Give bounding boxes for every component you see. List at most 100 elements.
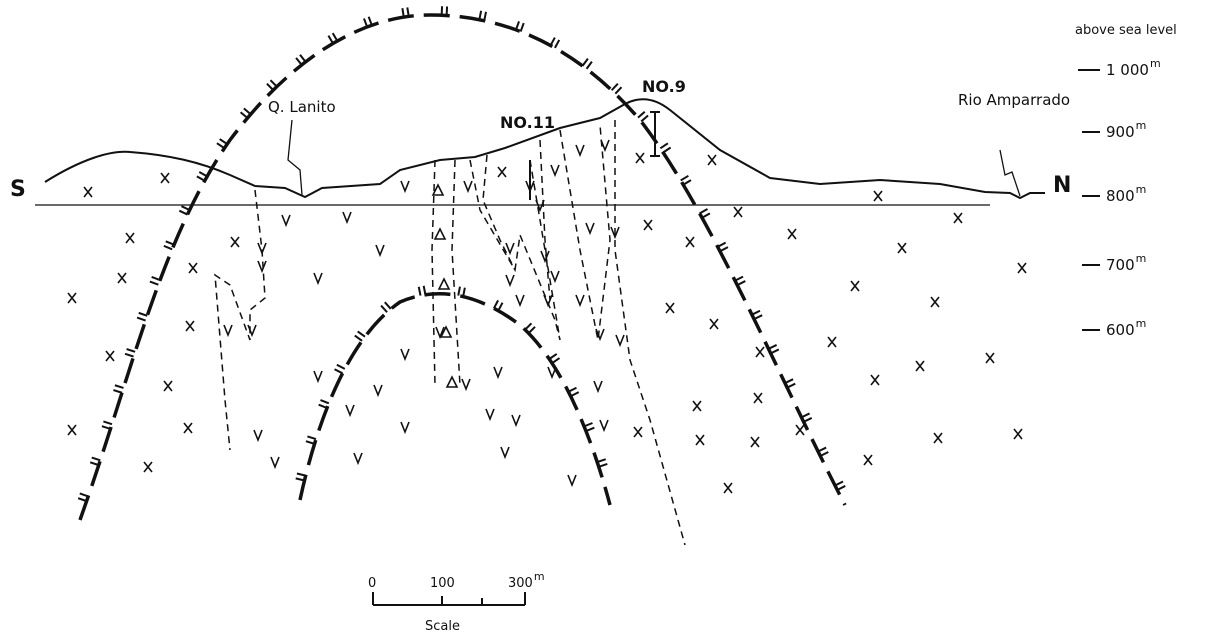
hachure: [599, 464, 608, 467]
hachure: [297, 474, 306, 476]
hachure: [307, 436, 316, 439]
volcanic-symbol: [282, 215, 290, 225]
hachure: [90, 462, 99, 465]
linework: [35, 15, 1100, 605]
hachure: [638, 112, 645, 118]
volcanic-symbol: [576, 295, 584, 305]
hachure: [424, 286, 426, 295]
elevation-unit: m: [1136, 252, 1147, 265]
volcanic-symbol: [516, 295, 524, 305]
granite-symbol: [634, 427, 642, 437]
end-label: N: [1053, 173, 1071, 198]
hachure: [521, 23, 524, 31]
hachure: [769, 345, 777, 349]
scale-title: Scale: [425, 619, 460, 634]
granite-symbol: [986, 353, 994, 363]
hachure: [125, 354, 134, 357]
hachure: [584, 423, 592, 426]
hachure: [681, 176, 689, 181]
granite-symbol: [68, 425, 76, 435]
scale-label: 100: [430, 576, 455, 591]
granite-symbol: [164, 381, 172, 391]
granite-symbol: [734, 207, 742, 217]
volcanic-symbol: [346, 405, 354, 415]
hachure: [103, 421, 112, 424]
granite-symbol: [864, 455, 872, 465]
volcanic-symbol: [343, 212, 351, 222]
granite-symbol: [710, 319, 718, 329]
hachure: [78, 498, 87, 501]
hachure: [381, 306, 387, 313]
breccia-symbol: [435, 229, 445, 239]
hachure: [335, 369, 343, 373]
hachure: [320, 400, 328, 403]
elevation-label: 1 000: [1106, 61, 1149, 79]
hachure: [771, 349, 779, 353]
scale-label: 300: [508, 576, 533, 591]
hachure: [720, 247, 728, 251]
hachure: [683, 180, 691, 185]
granite-symbol: [644, 220, 652, 230]
hachure: [498, 303, 502, 311]
hachure: [164, 246, 172, 249]
hachure: [752, 311, 760, 315]
granite-symbol: [693, 401, 701, 411]
hachure: [549, 354, 556, 359]
hachure: [597, 459, 606, 462]
hachure: [583, 59, 588, 66]
granite-symbol: [161, 173, 169, 183]
volcanic-symbol: [254, 430, 262, 440]
granite-symbol: [106, 351, 114, 361]
hachure: [319, 405, 327, 408]
granite-symbol: [189, 263, 197, 273]
end-label: S: [10, 177, 26, 202]
scale-unit: m: [534, 570, 545, 583]
hachure: [220, 139, 227, 144]
hachure: [333, 33, 338, 41]
granite-symbol: [686, 237, 694, 247]
hachure: [115, 385, 124, 388]
granite-symbol: [954, 213, 962, 223]
elevation-unit: m: [1136, 183, 1147, 196]
elevation-label: 600: [1106, 321, 1135, 339]
elevation-label: 800: [1106, 187, 1135, 205]
granite-symbol: [708, 155, 716, 165]
hachure: [586, 428, 594, 431]
hachure: [754, 315, 762, 319]
fault-hachures: [78, 6, 845, 501]
granite-symbol: [934, 433, 942, 443]
granite-symbol: [916, 361, 924, 371]
volcanic-symbol: [548, 367, 556, 377]
volcanic-symbol: [501, 447, 509, 457]
volcanic-symbol: [616, 335, 624, 345]
volcanic-symbol: [551, 165, 559, 175]
hachure: [300, 55, 306, 62]
hachure: [197, 176, 205, 180]
fault-inner: [300, 294, 610, 505]
granite-symbol: [851, 281, 859, 291]
elevation-unit: m: [1136, 119, 1147, 132]
hachure: [137, 318, 146, 321]
granite-symbol: [68, 293, 76, 303]
hachure: [660, 143, 667, 148]
hachure: [102, 426, 111, 429]
granite-symbol: [751, 437, 759, 447]
hachure: [419, 287, 421, 296]
hachure: [785, 379, 793, 383]
hachure: [328, 36, 333, 44]
volcanic-symbol: [551, 271, 559, 281]
hachure: [571, 392, 579, 396]
cross-section: S N Q. Lanito NO.11 NO.9 Rio Amparrado a…: [0, 0, 1221, 636]
hachure: [837, 486, 845, 490]
elevation-ticks: [1078, 70, 1100, 330]
granite-symbol: [186, 321, 194, 331]
elevation-unit: m: [1136, 317, 1147, 330]
hachure: [555, 40, 559, 48]
volcanic-symbol: [314, 371, 322, 381]
volcanic-symbol: [401, 349, 409, 359]
volcanic-symbol: [248, 325, 256, 335]
hachure: [369, 17, 372, 25]
granite-symbol: [118, 273, 126, 283]
hachure: [525, 323, 531, 329]
